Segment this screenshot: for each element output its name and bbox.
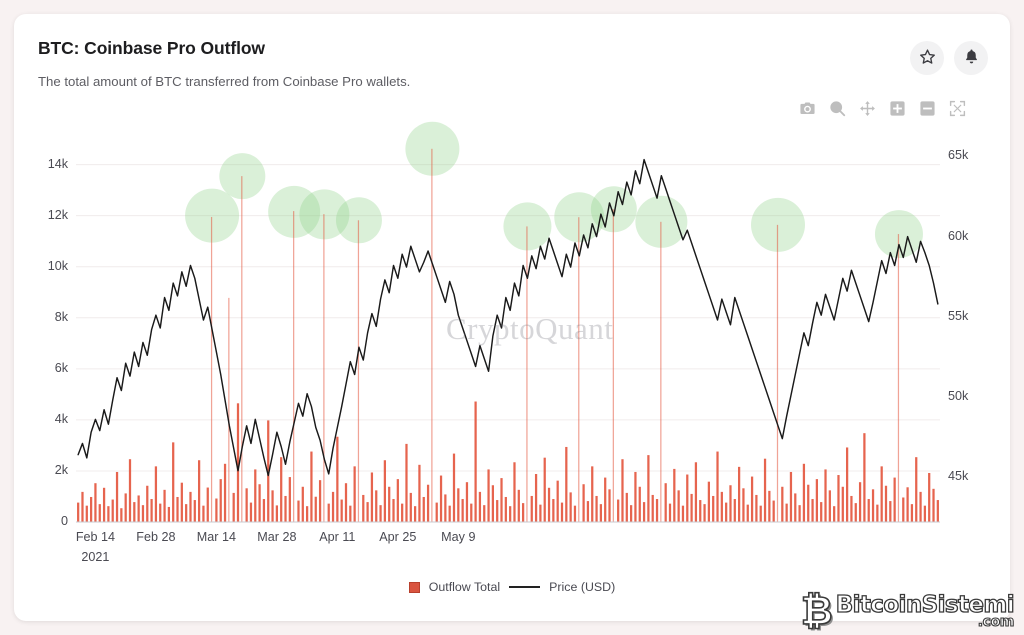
- y-right-tick-50k: 50k: [948, 388, 969, 403]
- legend-line-price: [509, 586, 541, 588]
- y-left-tick-4k: 4k: [54, 411, 68, 426]
- chart-legend: Outflow Total Price (USD): [14, 580, 1010, 594]
- x-tick-apr-25: Apr 25: [379, 530, 417, 544]
- y-left-tick-0: 0: [60, 514, 68, 528]
- y-left-tick-14k: 14k: [47, 156, 68, 171]
- x-tick-feb-14: Feb 14: [75, 530, 116, 544]
- y-right-tick-65k: 65k: [948, 148, 969, 163]
- bitcoin-symbol-icon: ₿: [800, 589, 833, 635]
- alert-button[interactable]: [954, 41, 988, 75]
- brand-domain: .com: [977, 613, 1015, 630]
- legend-swatch-outflow: [408, 581, 420, 593]
- chart-subtitle: The total amount of BTC transferred from…: [38, 74, 411, 89]
- page-title: BTC: Coinbase Pro Outflow: [38, 38, 265, 58]
- cryptoquant-watermark: CryptoQuant: [446, 311, 614, 346]
- y-left-tick-12k: 12k: [47, 207, 68, 222]
- x-tick-may-9: May 9: [441, 530, 476, 544]
- y-left-tick-8k: 8k: [54, 309, 68, 324]
- plus-box-icon[interactable]: [889, 100, 906, 117]
- expand-icon[interactable]: [949, 100, 966, 117]
- chart-card: BTC: Coinbase Pro Outflow The total amou…: [14, 14, 1010, 621]
- bell-icon: [963, 48, 980, 68]
- x-tick-mar-28: Mar 28: [257, 530, 297, 544]
- y-left-tick-2k: 2k: [54, 462, 68, 477]
- move-icon[interactable]: [859, 100, 876, 117]
- y-right-tick-45k: 45k: [948, 469, 969, 484]
- legend-label-price: Price (USD): [549, 580, 616, 594]
- brand-name: BitcoinSistemi: [835, 592, 1015, 618]
- bitcoinsistemi-logo: ₿ BitcoinSistemi .com: [800, 589, 1015, 635]
- x-tick-year: 2021: [81, 550, 110, 564]
- x-tick-mar-14: Mar 14: [196, 530, 236, 544]
- minus-box-icon[interactable]: [919, 100, 936, 117]
- camera-icon[interactable]: [799, 100, 816, 117]
- favorite-button[interactable]: [910, 41, 944, 75]
- plot-modebar[interactable]: [799, 100, 966, 117]
- x-tick-feb-28: Feb 28: [136, 530, 176, 544]
- y-left-tick-10k: 10k: [47, 258, 68, 273]
- legend-label-outflow: Outflow Total: [428, 580, 501, 594]
- x-tick-apr-11: Apr 11: [319, 530, 356, 544]
- star-icon: [919, 48, 936, 68]
- y-right-tick-60k: 60k: [948, 228, 969, 243]
- y-left-tick-6k: 6k: [54, 360, 68, 375]
- y-right-tick-55k: 55k: [948, 308, 969, 323]
- magnifier-icon[interactable]: [829, 100, 846, 117]
